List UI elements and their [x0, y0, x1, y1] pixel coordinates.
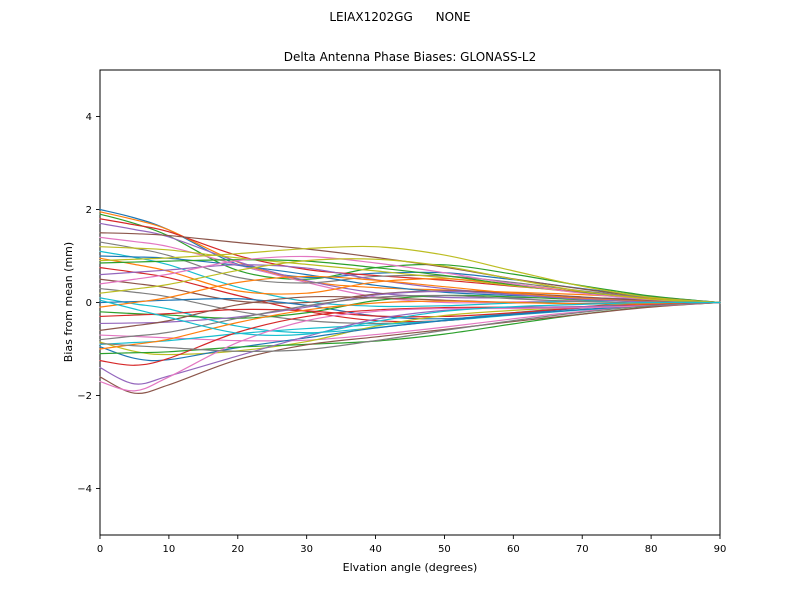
- x-tick-label: 10: [163, 544, 176, 555]
- y-axis-label: Bias from mean (mm): [62, 241, 75, 363]
- x-tick-label: 20: [231, 544, 244, 555]
- series-line: [99, 301, 721, 342]
- x-tick-label: 40: [369, 544, 382, 555]
- x-tick-label: 30: [300, 544, 313, 555]
- x-axis-label: Elvation angle (degrees): [342, 561, 478, 574]
- series-line: [99, 275, 721, 308]
- y-tick-label: −4: [77, 484, 92, 495]
- x-tick-label: 60: [507, 544, 520, 555]
- figure-suptitle: LEIAX1202GG NONE: [329, 10, 471, 24]
- series-line: [99, 278, 721, 304]
- series-line: [99, 301, 721, 356]
- series-line: [99, 255, 721, 304]
- x-tick-label: 90: [714, 544, 727, 555]
- series-line: [99, 301, 721, 353]
- series-line: [99, 294, 721, 341]
- series-line: [99, 241, 721, 304]
- y-tick-label: −2: [77, 391, 92, 402]
- series-line: [99, 222, 721, 304]
- series-line: [99, 301, 721, 395]
- series-line: [99, 299, 721, 337]
- y-tick-label: 4: [86, 112, 92, 123]
- series-line: [99, 245, 721, 304]
- x-tick-label: 80: [645, 544, 658, 555]
- y-tick-label: 0: [86, 298, 92, 309]
- x-tick-label: 50: [438, 544, 451, 555]
- series-line: [99, 301, 721, 392]
- x-tick-label: 70: [576, 544, 589, 555]
- series-line: [99, 258, 721, 304]
- x-tick-label: 0: [97, 544, 103, 555]
- y-tick-label: 2: [86, 205, 92, 216]
- axes-title: Delta Antenna Phase Biases: GLONASS-L2: [283, 50, 537, 64]
- series-line: [99, 301, 721, 385]
- series-line: [99, 232, 721, 304]
